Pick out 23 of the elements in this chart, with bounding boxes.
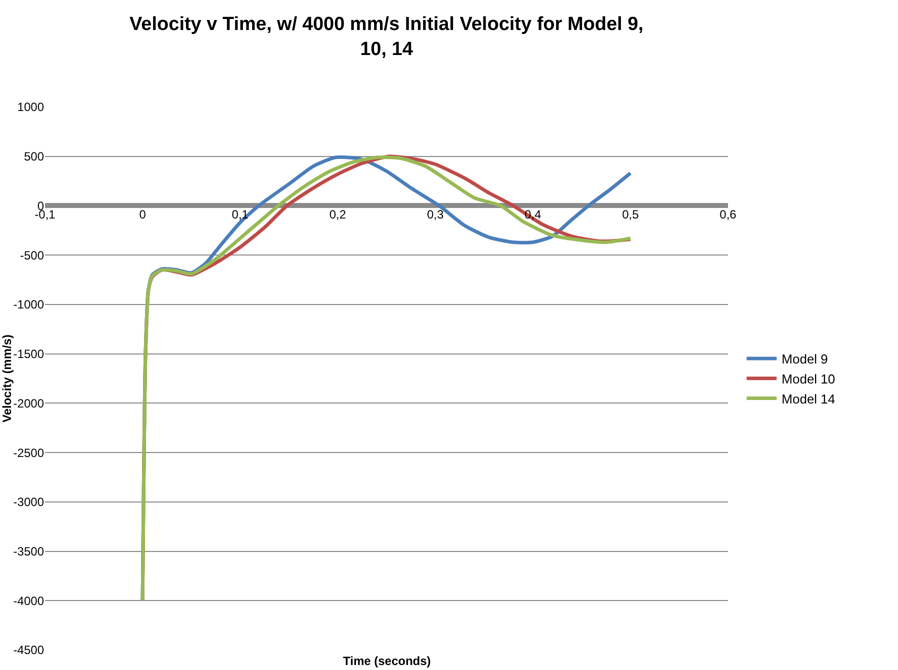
y-tick-label: -4500 xyxy=(13,643,44,658)
y-axis-title: Velocity (mm/s) xyxy=(0,334,14,423)
y-tick-label: -2500 xyxy=(13,446,44,460)
x-tick-label: 0,3 xyxy=(426,208,444,222)
y-tick-label: -3500 xyxy=(13,544,44,558)
legend-label: Model 10 xyxy=(782,371,836,386)
legend-label: Model 9 xyxy=(782,352,828,367)
y-tick-label: 1000 xyxy=(17,100,44,114)
y-tick-label: -4000 xyxy=(13,594,44,608)
y-tick-label: -500 xyxy=(20,248,44,262)
x-tick-label: 0 xyxy=(139,208,146,222)
x-tick-label: 0,5 xyxy=(622,208,640,222)
y-tick-label: 500 xyxy=(24,150,44,164)
y-tick-label: -1500 xyxy=(13,347,44,362)
legend-label: Model 14 xyxy=(782,391,836,406)
y-tick-label: -1000 xyxy=(13,298,44,312)
y-tick-label: -2000 xyxy=(13,396,44,410)
chart-title: Velocity v Time, w/ 4000 mm/s Initial Velocity for Model 9, 10, 14 xyxy=(130,14,644,60)
x-tick-label: 0,6 xyxy=(720,208,737,222)
x-tick-label: 0,2 xyxy=(329,208,346,222)
x-tick-label: 0,1 xyxy=(232,208,249,222)
y-tick-label: -3000 xyxy=(13,495,44,510)
x-axis-title: Time (seconds) xyxy=(343,654,431,668)
